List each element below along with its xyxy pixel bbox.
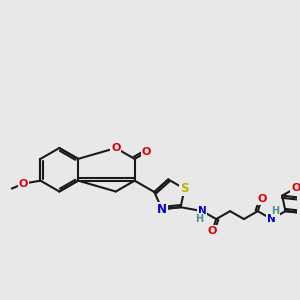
Text: H: H	[195, 214, 203, 224]
Text: N: N	[267, 214, 276, 224]
Text: N: N	[157, 203, 167, 216]
Text: O: O	[208, 226, 217, 236]
Text: S: S	[180, 182, 189, 195]
Text: N: N	[198, 206, 207, 216]
Text: O: O	[291, 183, 300, 193]
Text: O: O	[257, 194, 266, 204]
Text: O: O	[19, 178, 28, 189]
Text: O: O	[111, 143, 121, 153]
Text: H: H	[272, 206, 280, 216]
Text: O: O	[142, 147, 151, 157]
